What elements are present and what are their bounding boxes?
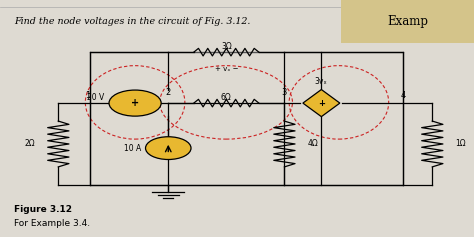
Text: +: +	[131, 98, 139, 108]
Text: 2: 2	[165, 88, 171, 97]
Polygon shape	[303, 90, 340, 117]
Text: 3Ω: 3Ω	[221, 42, 232, 51]
Circle shape	[146, 137, 191, 160]
Text: 3: 3	[282, 88, 287, 97]
Text: 4Ω: 4Ω	[308, 140, 319, 148]
Text: For Example 3.4.: For Example 3.4.	[14, 219, 91, 228]
FancyBboxPatch shape	[341, 0, 474, 43]
Text: + vₓ −: + vₓ −	[215, 66, 238, 72]
Text: Find the node voltages in the circuit of Fig. 3.12.: Find the node voltages in the circuit of…	[14, 17, 251, 26]
Text: Examp: Examp	[387, 15, 428, 28]
Text: Figure 3.12: Figure 3.12	[14, 205, 72, 214]
Text: 2Ω: 2Ω	[24, 140, 35, 148]
Text: +: +	[318, 99, 325, 108]
Text: 10 A: 10 A	[124, 144, 141, 153]
Circle shape	[109, 90, 161, 116]
Text: 1: 1	[85, 91, 91, 100]
Text: 4: 4	[400, 91, 406, 100]
Text: 1Ω: 1Ω	[456, 140, 466, 148]
Text: 6Ω: 6Ω	[221, 93, 232, 102]
Text: 20 V: 20 V	[87, 93, 104, 102]
Text: 3vₓ: 3vₓ	[314, 77, 327, 87]
